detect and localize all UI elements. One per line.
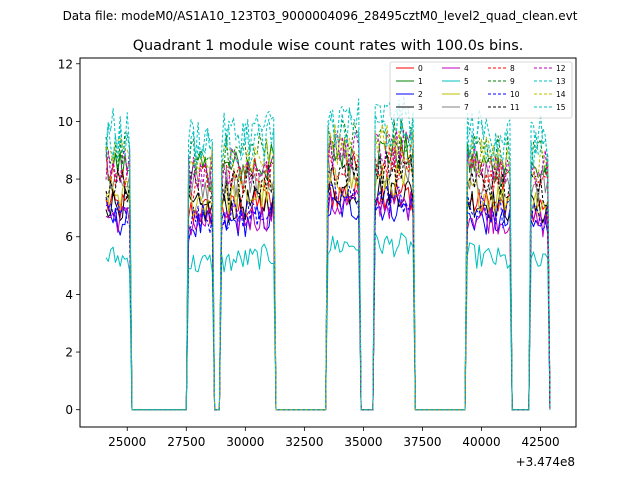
legend-label: 6 <box>464 90 469 99</box>
x-tick-label: 32500 <box>285 435 323 449</box>
legend-label: 4 <box>464 64 469 73</box>
x-tick-label: 37500 <box>403 435 441 449</box>
legend-label: 14 <box>556 90 566 99</box>
x-tick-label: 40000 <box>462 435 500 449</box>
x-offset-label: +3.474e8 <box>516 455 575 469</box>
series-line-15 <box>105 107 551 411</box>
legend-label: 11 <box>510 103 520 112</box>
series-line-14 <box>105 124 551 411</box>
series-layer <box>105 95 551 411</box>
x-tick-label: 42500 <box>521 435 559 449</box>
x-tick-label: 30000 <box>226 435 264 449</box>
y-tick-label: 2 <box>65 346 73 360</box>
legend-label: 7 <box>464 103 469 112</box>
y-tick-label: 10 <box>58 115 73 129</box>
x-tick-label: 35000 <box>344 435 382 449</box>
y-tick-label: 6 <box>65 230 73 244</box>
legend-label: 5 <box>464 77 469 86</box>
y-tick-label: 12 <box>58 57 73 71</box>
legend-label: 0 <box>418 64 423 73</box>
y-tick-label: 4 <box>65 288 73 302</box>
legend-label: 9 <box>510 77 515 86</box>
x-tick-label: 25000 <box>108 435 146 449</box>
figure-suptitle: Data file: modeM0/AS1A10_123T03_90000040… <box>63 9 578 23</box>
legend-box <box>389 61 573 119</box>
legend-label: 8 <box>510 64 515 73</box>
chart-title: Quadrant 1 module wise count rates with … <box>133 38 524 54</box>
y-tick-label: 0 <box>65 403 73 417</box>
y-axis-ticks: 0 2 4 6 8 10 12 <box>58 57 80 417</box>
y-tick-label: 8 <box>65 173 73 187</box>
legend-label: 13 <box>556 77 566 86</box>
x-axis-ticks: 25000 27500 30000 32500 35000 37500 40000 42500 <box>108 427 560 449</box>
x-tick-label: 27500 <box>167 435 205 449</box>
legend-label: 12 <box>556 64 566 73</box>
legend-label: 15 <box>556 103 566 112</box>
legend-label: 10 <box>510 90 520 99</box>
legend-label: 3 <box>418 103 423 112</box>
legend-label: 2 <box>418 90 423 99</box>
plot-frame <box>79 57 577 428</box>
legend-label: 1 <box>418 77 423 86</box>
